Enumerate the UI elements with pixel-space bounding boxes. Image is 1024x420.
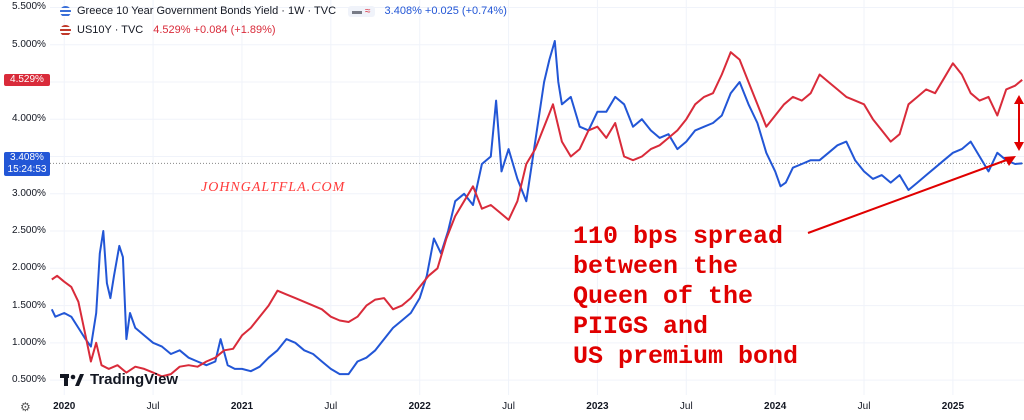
legend-us-values: 4.529% +0.084 (+1.89%) [153,24,276,36]
x-tick-label: 2023 [586,401,609,412]
us10y-yield-line[interactable] [51,51,1023,378]
greece-flag-icon [60,5,71,17]
greece-yield-line[interactable] [50,40,1023,376]
x-tick-label: 2022 [408,401,431,412]
y-tick-label: 1.500% [12,299,46,311]
spread-annotation-arrows [807,95,1024,234]
greece-price-tag-value: 3.408% [10,152,44,163]
annotation-arrow-line [807,157,1013,234]
x-tick-label: 2021 [230,401,254,412]
y-tick-label: 5.500% [12,1,46,13]
tradingview-logo-icon [60,373,84,386]
tradingview-logo-text: TradingView [90,371,179,388]
legend-us-title: US10Y · TVC [77,24,144,36]
grid-lines [50,0,1024,395]
x-tick-label: Jul [502,401,515,412]
watermark: JOHNGALTFLA.COM [201,180,346,195]
y-tick-label: 1.000% [12,336,46,348]
x-tick-label: Jul [324,401,338,412]
bar-countdown: 15:24:53 [7,164,47,175]
y-tick-label: 2.500% [12,225,46,237]
y-tick-label: 4.000% [12,113,46,125]
compare-icon[interactable]: ≈ [365,5,371,17]
tradingview-logo[interactable]: TradingView [60,371,178,388]
legend-us[interactable]: US10Y · TVC 4.529% +0.084 (+1.89%) [60,24,276,36]
y-tick-label: 3.000% [12,187,46,199]
y-tick-label: 0.500% [12,374,46,386]
legend-greece-title: Greece 10 Year Government Bonds Yield · … [77,5,337,17]
x-tick-label: 2024 [764,401,787,412]
spread-bracket-top-arrowhead [1014,95,1024,104]
series-layer [50,40,1023,378]
spread-annotation-text: 110 bps spread between the Queen of the … [573,222,799,371]
legend-greece-values: 3.408% +0.025 (+0.74%) [384,5,507,17]
spread-bracket-bottom-arrowhead [1014,142,1024,151]
legend-greece[interactable]: Greece 10 Year Government Bonds Yield · … [60,5,507,17]
us-flag-icon [60,24,71,36]
annotation-arrowhead [1004,156,1016,166]
eye-icon[interactable]: ▬ [352,5,363,17]
x-tick-label: Jul [857,401,871,412]
y-tick-label: 2.000% [12,262,46,274]
x-tick-label: 2025 [941,401,965,412]
gear-icon[interactable]: ⚙ [20,400,31,414]
x-tick-label: 2020 [53,401,76,412]
y-tick-label: 5.000% [12,38,46,50]
x-tick-label: Jul [146,401,160,412]
x-tick-label: Jul [679,401,693,412]
legend-controls[interactable]: ▬ ≈ [348,5,375,17]
greece-price-tag: 3.408% 15:24:53 [4,152,50,176]
us-price-tag: 4.529% [4,74,50,86]
